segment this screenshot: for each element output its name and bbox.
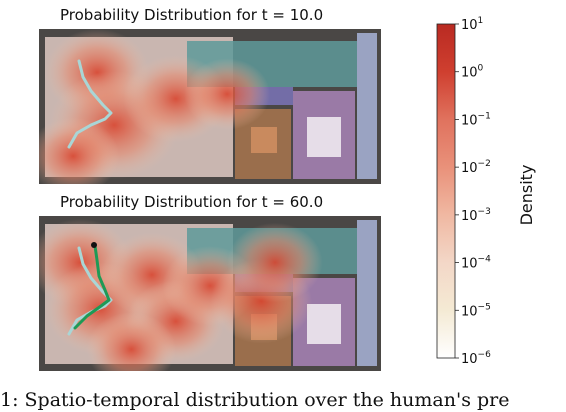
colorbar-tick-label: 101: [461, 16, 483, 33]
colorbar-gradient: [436, 23, 456, 359]
trajectory-past: [67, 59, 113, 149]
figure-caption: 1: Spatio-temporal distribution over the…: [0, 389, 510, 411]
trajectory-past: [67, 246, 113, 336]
colorbar: 101 100 10−1 10−2 10−3 10−4 10−5 10−6 Density: [436, 16, 536, 367]
colorbar-tick-label: 10−3: [461, 207, 491, 224]
heatmap-t10: [39, 29, 381, 184]
colorbar-tick-label: 10−6: [461, 350, 491, 367]
furniture-table: [251, 127, 277, 153]
colorbar-tick-label: 10−4: [461, 255, 491, 272]
trajectory-future: [73, 244, 111, 330]
colorbar-tick-label: 100: [461, 64, 484, 81]
panel-title-t60: Probability Distribution for t = 60.0: [60, 193, 324, 211]
panel-title-t10: Probability Distribution for t = 10.0: [60, 6, 324, 24]
furniture-bed: [307, 304, 341, 344]
room-stair: [357, 220, 377, 366]
room-stair: [357, 33, 377, 179]
hotspot: [184, 58, 271, 130]
trajectory-endpoint: [91, 242, 97, 248]
colorbar-label: Density: [517, 165, 536, 226]
hotspot: [227, 222, 323, 303]
colorbar-tick-label: 10−2: [461, 159, 491, 176]
colorbar-tick-label: 10−1: [461, 111, 491, 128]
heatmap-t60: [39, 216, 381, 371]
hotspot: [39, 117, 120, 184]
furniture-bed: [307, 117, 341, 157]
colorbar-tick-label: 10−5: [461, 302, 491, 319]
hotspot: [86, 312, 176, 371]
